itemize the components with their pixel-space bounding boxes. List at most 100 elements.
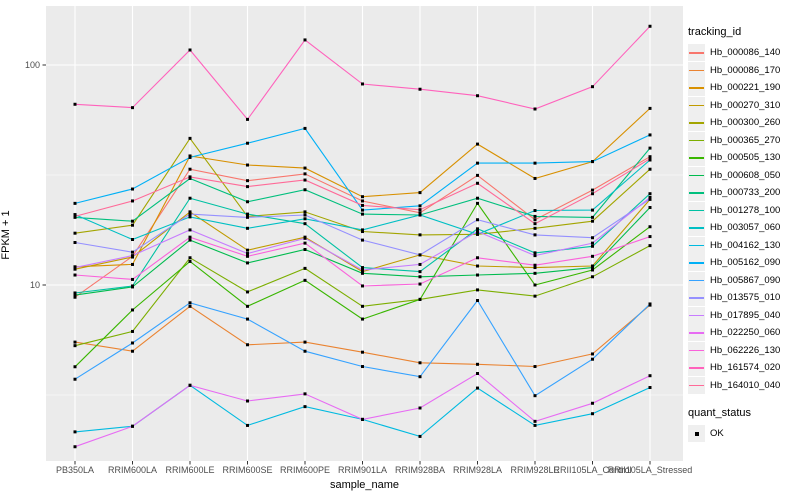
data-point [188, 175, 192, 179]
legend-item-label: Hb_000733_200 [710, 187, 781, 199]
data-point [591, 357, 594, 361]
data-point [418, 275, 422, 279]
legend-quant-status: quant_status OK [688, 407, 800, 443]
legend-item-Hb_003057_060: Hb_003057_060 [688, 219, 800, 237]
data-point [303, 38, 307, 42]
data-point [476, 372, 479, 376]
data-point [361, 270, 364, 274]
data-point [303, 213, 307, 217]
legend-key-swatch [688, 131, 705, 149]
data-point [246, 248, 249, 252]
data-point [131, 341, 134, 345]
data-point [418, 253, 422, 257]
legend-line-icon [689, 157, 704, 159]
data-point [591, 241, 594, 245]
data-point [648, 167, 652, 171]
data-point [476, 218, 479, 222]
data-point [591, 275, 594, 279]
legend-item-Hb_013575_010: Hb_013575_010 [688, 289, 800, 307]
y-tick-label: 100 [25, 60, 40, 70]
data-point [476, 227, 479, 231]
data-point [303, 392, 307, 396]
legend-item-label: Hb_000365_270 [710, 134, 781, 146]
data-point [418, 361, 422, 365]
data-point [418, 406, 422, 410]
data-point [246, 261, 249, 265]
data-point [303, 278, 307, 282]
data-point [591, 268, 594, 272]
data-point [73, 340, 77, 344]
data-point [591, 352, 594, 356]
data-point [591, 215, 594, 219]
legend-item-label: Hb_000608_050 [710, 169, 781, 181]
data-point [648, 244, 652, 248]
legend-line-icon [689, 262, 704, 264]
data-point [131, 237, 134, 241]
legend-item-label: Hb_000505_130 [710, 152, 781, 164]
data-point [73, 267, 77, 271]
data-point [303, 340, 307, 344]
data-point [246, 200, 249, 204]
ok-point-icon [694, 431, 699, 436]
data-point [188, 196, 192, 200]
x-axis-title: sample_name [329, 479, 400, 491]
data-point [131, 250, 134, 254]
legend-key-swatch [688, 376, 705, 394]
data-point [303, 266, 307, 270]
data-point [648, 106, 652, 110]
data-point [361, 317, 364, 321]
legend-key-swatch [688, 61, 705, 79]
data-point [591, 160, 594, 164]
data-point [246, 304, 249, 308]
data-point [73, 377, 77, 381]
data-point [476, 181, 479, 185]
data-point [188, 256, 192, 260]
data-point [418, 297, 422, 301]
legend-item-label: Hb_062226_130 [710, 344, 781, 356]
data-point [591, 254, 594, 258]
legend-line-icon [689, 174, 704, 177]
legend-item-label: Hb_017895_040 [710, 309, 781, 321]
data-point [476, 173, 479, 177]
data-point [361, 365, 364, 369]
x-tick-label: RRIM600SE [222, 465, 272, 475]
data-point [73, 214, 77, 218]
x-tick-label: RRIM600LA [108, 465, 157, 475]
data-point [188, 228, 192, 232]
data-point [246, 141, 249, 145]
data-point [131, 329, 134, 333]
data-point [131, 424, 134, 428]
data-point [303, 241, 307, 245]
legend-key-swatch [688, 184, 705, 202]
data-point [73, 273, 77, 277]
legend-line-icon [689, 367, 704, 369]
data-point [418, 213, 422, 217]
data-point [361, 268, 364, 272]
data-point [418, 262, 422, 266]
data-point [533, 263, 537, 267]
legend-line-icon [689, 297, 704, 299]
data-point [361, 284, 364, 288]
legend-item-label: Hb_005867_090 [710, 274, 781, 286]
data-point [533, 394, 537, 398]
data-point [131, 277, 134, 281]
y-axis-title: FPKM + 1 [0, 210, 12, 260]
legend-key-swatch [688, 254, 705, 272]
legend-key-swatch [688, 96, 705, 114]
x-tick-label: PB350LA [56, 465, 94, 475]
data-point [591, 401, 594, 405]
data-point [246, 423, 249, 427]
data-point [533, 251, 537, 255]
data-point [533, 209, 537, 213]
data-point [418, 87, 422, 91]
data-point [361, 304, 364, 308]
data-point [361, 208, 364, 212]
data-point [418, 375, 422, 379]
data-point [476, 142, 479, 146]
data-point [131, 219, 134, 223]
data-point [591, 188, 594, 192]
data-point [533, 218, 537, 222]
data-point [533, 226, 537, 230]
data-point [246, 317, 249, 321]
legend-line-icon [689, 314, 704, 317]
